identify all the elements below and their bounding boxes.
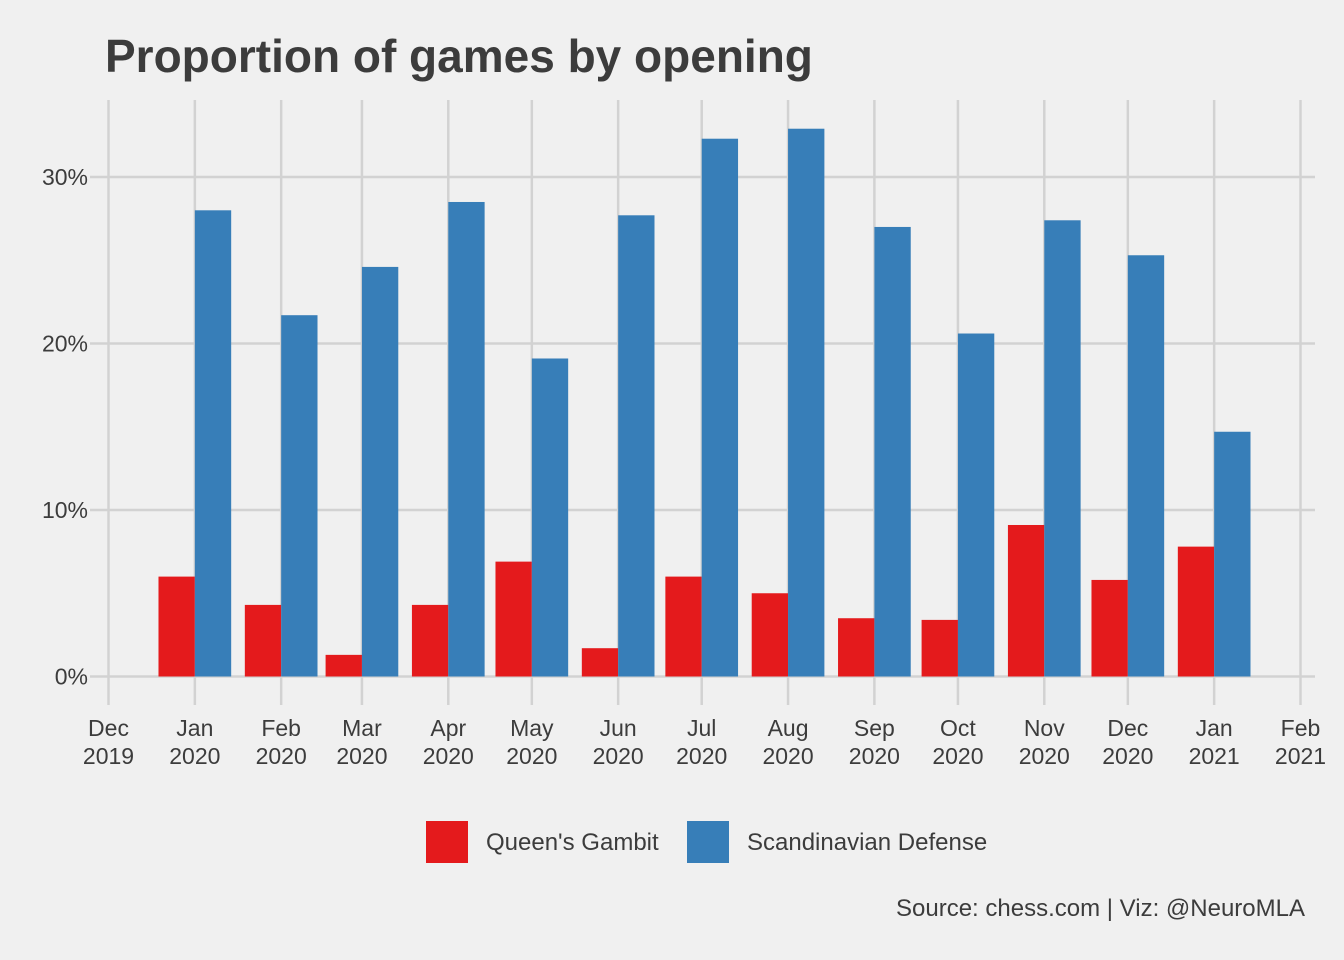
y-tick-label: 30% bbox=[42, 164, 88, 190]
bars bbox=[158, 128, 1251, 677]
bar-scandinavian-defense bbox=[618, 215, 655, 677]
bar-queens-gambit bbox=[1177, 546, 1215, 677]
legend-key bbox=[426, 821, 468, 863]
y-tick-label: 10% bbox=[42, 497, 88, 523]
bar-queens-gambit bbox=[158, 576, 195, 677]
legend-key bbox=[687, 821, 729, 863]
chart-caption: Source: chess.com | Viz: @NeuroMLA bbox=[896, 895, 1305, 922]
bar-queens-gambit bbox=[244, 604, 282, 677]
bar-queens-gambit bbox=[495, 561, 532, 677]
bar-scandinavian-defense bbox=[788, 128, 825, 677]
bar-queens-gambit bbox=[921, 619, 958, 677]
x-tick-label: Jun 2020 bbox=[593, 715, 644, 769]
bar-scandinavian-defense bbox=[1044, 220, 1081, 677]
x-tick-label: Dec 2020 bbox=[1102, 715, 1153, 769]
x-tick-label: Sep 2020 bbox=[849, 715, 900, 769]
legend: Queen's Gambit Scandinavian Defense bbox=[426, 821, 987, 863]
bar-scandinavian-defense bbox=[1127, 255, 1165, 677]
bar-queens-gambit bbox=[751, 593, 789, 677]
bar-queens-gambit bbox=[1007, 524, 1045, 677]
bar-queens-gambit bbox=[665, 576, 702, 677]
x-tick-label: Feb 2020 bbox=[256, 715, 307, 769]
bar-queens-gambit bbox=[1091, 579, 1128, 677]
bar-scandinavian-defense bbox=[448, 201, 485, 677]
bar-queens-gambit bbox=[581, 648, 619, 677]
x-axis-ticks: Dec 2019 Jan 2020 Feb 2020 Mar 2020 Apr 2020 May 20… bbox=[83, 715, 1326, 769]
bar-scandinavian-defense bbox=[281, 315, 318, 677]
x-tick-label: Jan 2020 bbox=[169, 715, 220, 769]
x-tick-label: Aug 2020 bbox=[762, 715, 813, 769]
x-tick-label: Apr 2020 bbox=[423, 715, 474, 769]
bar-scandinavian-defense bbox=[194, 210, 232, 677]
x-tick-label: Mar 2020 bbox=[336, 715, 387, 769]
x-tick-label: Jan 2021 bbox=[1189, 715, 1240, 769]
x-tick-label: Jul 2020 bbox=[676, 715, 727, 769]
bar-queens-gambit bbox=[411, 604, 449, 677]
x-tick-label: Oct 2020 bbox=[932, 715, 983, 769]
x-tick-label: Dec 2019 bbox=[83, 715, 134, 769]
y-tick-label: 0% bbox=[55, 664, 88, 690]
bar-scandinavian-defense bbox=[531, 358, 569, 677]
x-tick-label: Feb 2021 bbox=[1275, 715, 1326, 769]
legend-label: Scandinavian Defense bbox=[747, 829, 987, 856]
bar-scandinavian-defense bbox=[874, 226, 911, 677]
bar-scandinavian-defense bbox=[1214, 431, 1251, 677]
bar-scandinavian-defense bbox=[957, 333, 995, 677]
legend-label: Queen's Gambit bbox=[486, 829, 659, 856]
chart-title: Proportion of games by opening bbox=[105, 30, 813, 82]
x-tick-label: Nov 2020 bbox=[1019, 715, 1070, 769]
y-tick-label: 20% bbox=[42, 331, 88, 357]
bar-scandinavian-defense bbox=[701, 138, 739, 677]
bar-queens-gambit bbox=[325, 654, 362, 677]
x-tick-label: May 2020 bbox=[506, 715, 557, 769]
y-axis-ticks: 0% 10% 20% 30% bbox=[42, 164, 88, 690]
bar-scandinavian-defense bbox=[361, 266, 399, 677]
bar-queens-gambit bbox=[838, 618, 875, 677]
